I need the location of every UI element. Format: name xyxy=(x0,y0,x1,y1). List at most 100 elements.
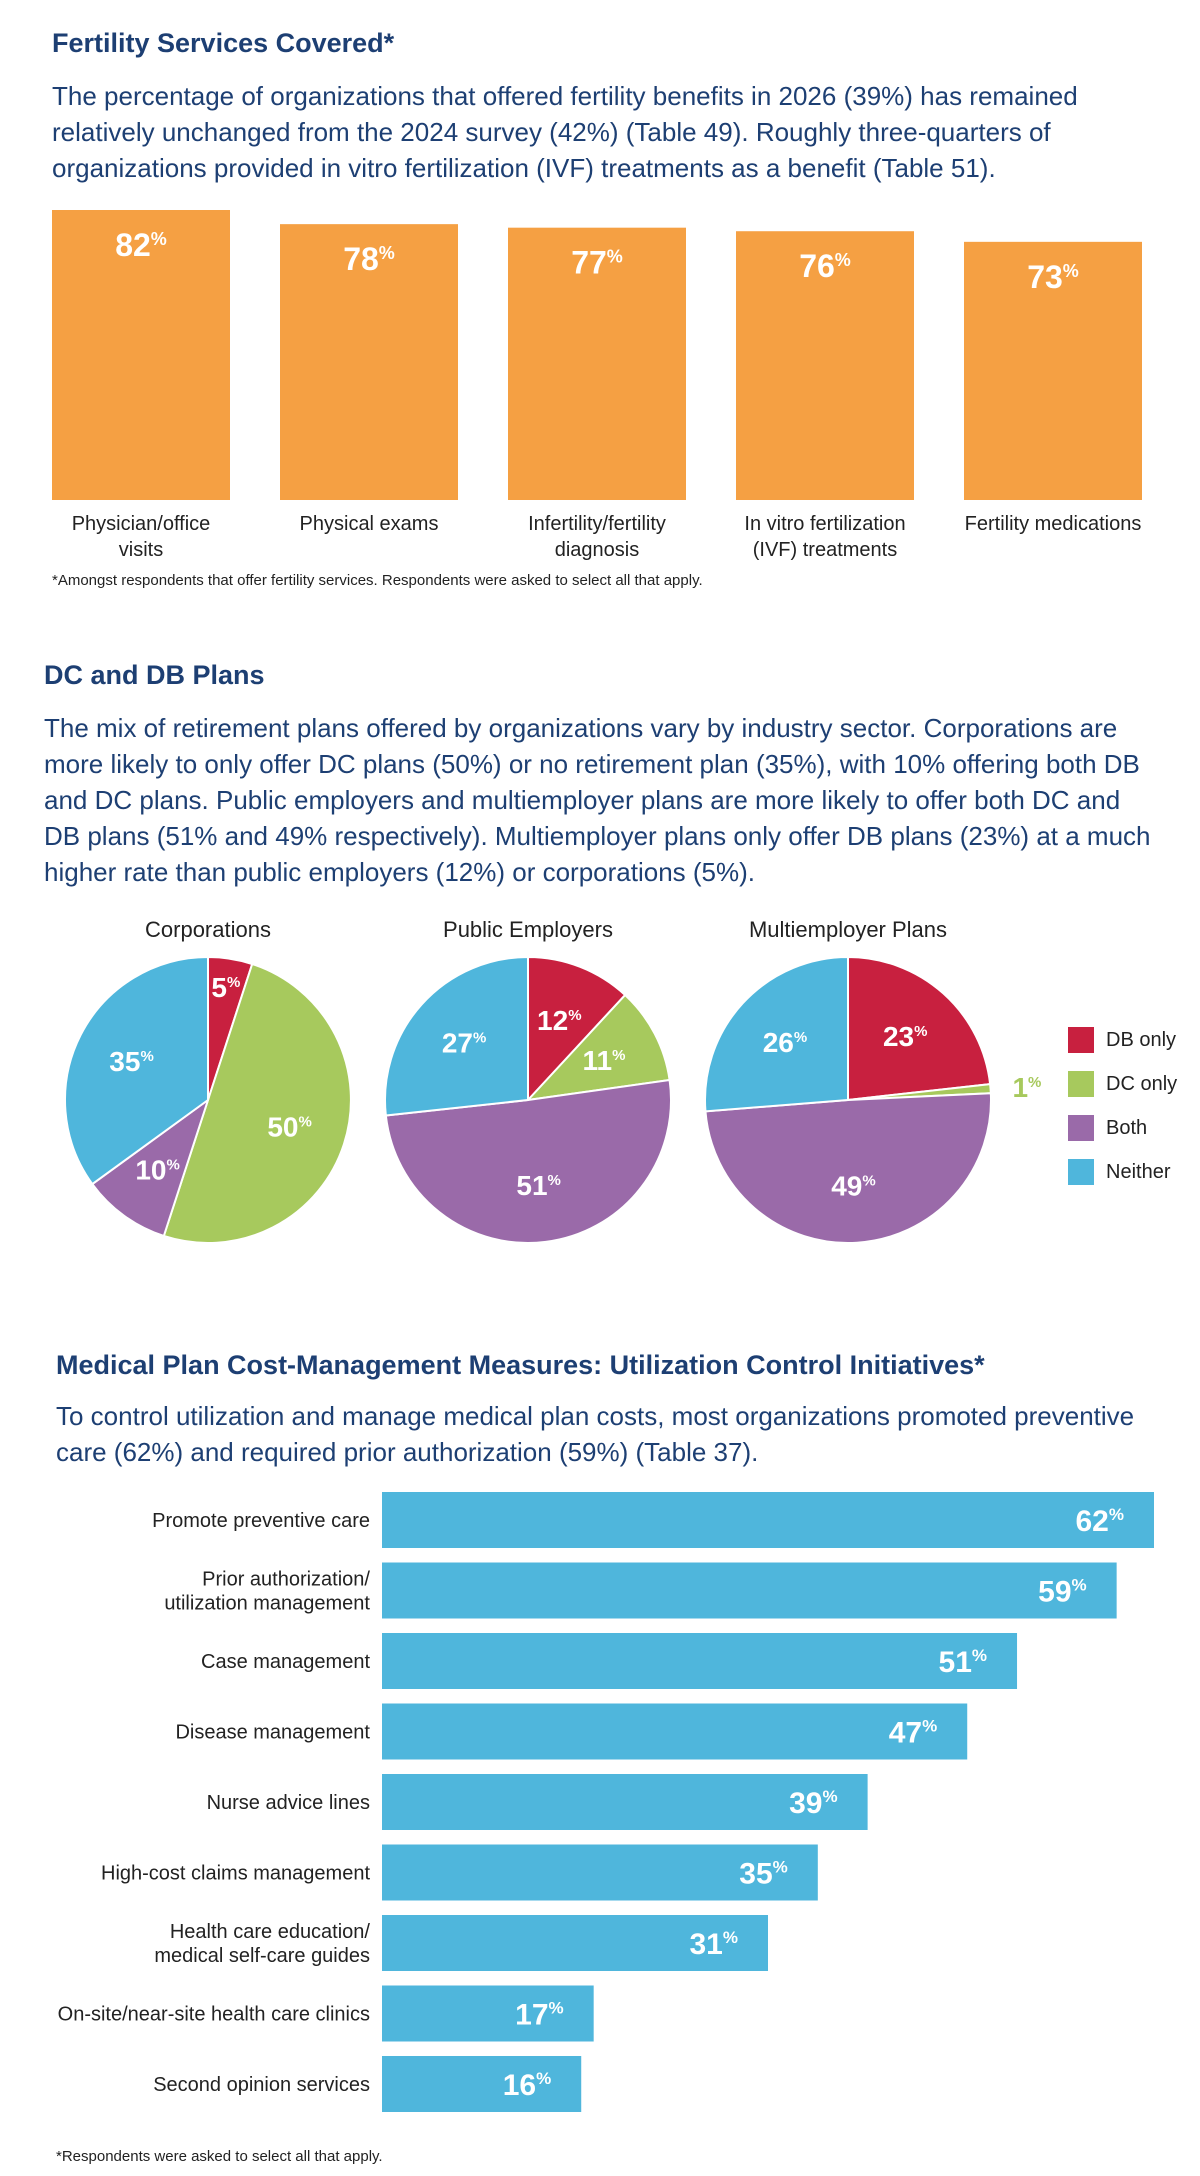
pie-slice xyxy=(847,955,992,1102)
slice-label: 1% xyxy=(1012,1072,1041,1103)
db-only-swatch xyxy=(1068,1027,1094,1053)
data-label: 76% xyxy=(799,248,851,284)
data-label: 35% xyxy=(739,1858,788,1891)
category-label: medical self-care guides xyxy=(154,1945,370,1967)
data-label: 31% xyxy=(690,1928,739,1961)
fertility-intro: The percentage of organizations that off… xyxy=(52,78,1078,186)
medical-section: Medical Plan Cost-Management Measures: U… xyxy=(0,1330,1200,2176)
data-label: 82% xyxy=(115,227,167,263)
category-label: Infertility/fertility xyxy=(528,513,666,535)
fertility-bar-chart: 82% Physician/office visits 78% Physical exa… xyxy=(52,210,1142,561)
dcdb-title: DC and DB Plans xyxy=(44,660,265,690)
slice-label: 26% xyxy=(763,1027,808,1058)
data-label: 51% xyxy=(939,1646,988,1679)
both-swatch xyxy=(1068,1115,1094,1141)
legend-item-db-only: DB only xyxy=(1068,1025,1176,1055)
category-label: Promote preventive care xyxy=(152,1510,370,1532)
bar xyxy=(508,227,686,500)
data-label: 78% xyxy=(343,241,395,277)
data-label: 73% xyxy=(1027,259,1079,295)
intro-line: and DC plans. Public employers and multi… xyxy=(44,785,1121,815)
dcdb-intro: The mix of retirement plans offered by o… xyxy=(44,710,1151,890)
category-label: Physical exams xyxy=(300,513,439,535)
legend-label: Neither xyxy=(1106,1160,1171,1183)
legend-item-neither: Neither xyxy=(1068,1157,1170,1187)
retirement-pie-charts: Corporations 5% 50% 10% 35% Public Employers 1… xyxy=(64,917,1041,1245)
pie-slice xyxy=(90,1097,210,1238)
fertility-footnote: *Amongst respondents that offer fertilit… xyxy=(52,572,703,589)
category-label: Case management xyxy=(201,1651,370,1673)
category-label: Physician/office xyxy=(72,513,211,535)
intro-line: To control utilization and manage medica… xyxy=(56,1401,1135,1431)
category-label: visits xyxy=(119,539,163,561)
legend-item-both: Both xyxy=(1068,1113,1147,1143)
dc-only-swatch xyxy=(1068,1071,1094,1097)
dcdb-section: DC and DB Plans The mix of retirement pl… xyxy=(0,640,1200,1320)
bar xyxy=(382,2056,582,2112)
utilization-bar-chart: 62% Promote preventive care 59% Prior autho… xyxy=(58,1492,1154,2112)
neither-swatch xyxy=(1068,1159,1094,1185)
pie-slice xyxy=(704,1092,992,1244)
category-label: diagnosis xyxy=(555,539,640,561)
intro-line: more likely to only offer DC plans (50%)… xyxy=(44,749,1140,779)
data-label: 39% xyxy=(789,1787,838,1820)
slice-label: 35% xyxy=(109,1046,154,1077)
intro-line: care (62%) and required prior authorizat… xyxy=(56,1437,759,1467)
slice-label: 50% xyxy=(267,1112,312,1143)
medical-footnote: *Respondents were asked to select all th… xyxy=(56,2148,383,2165)
category-label: utilization management xyxy=(164,1593,370,1615)
pie-title: Public Employers xyxy=(443,917,613,942)
category-label: Prior authorization/ xyxy=(202,1569,370,1591)
bar xyxy=(382,1985,594,2042)
slice-label: 12% xyxy=(537,1005,582,1036)
category-label: On-site/near-site health care clinics xyxy=(58,2004,370,2026)
pie-slice xyxy=(527,955,627,1103)
category-label: Health care education/ xyxy=(170,1921,371,1943)
pie-title: Corporations xyxy=(145,917,271,942)
bar xyxy=(52,210,230,500)
slice-label: 11% xyxy=(583,1045,626,1076)
pie-title: Multiemployer Plans xyxy=(749,917,947,942)
fertility-section: Fertility Services Covered* The percenta… xyxy=(0,0,1200,620)
intro-line: relatively unchanged from the 2024 surve… xyxy=(52,117,1051,147)
category-label: Disease management xyxy=(175,1722,370,1744)
legend-label: DB only xyxy=(1106,1028,1177,1051)
fertility-title: Fertility Services Covered* xyxy=(52,28,395,58)
legend-item-dc-only: DC only xyxy=(1068,1069,1177,1099)
category-label: Fertility medications xyxy=(965,513,1142,535)
pie-slice xyxy=(384,955,529,1117)
bar xyxy=(382,1915,768,1971)
slice-label: 27% xyxy=(442,1028,487,1059)
intro-line: The percentage of organizations that off… xyxy=(52,81,1078,111)
data-label: 77% xyxy=(571,245,623,281)
bar xyxy=(964,241,1142,500)
medical-intro: To control utilization and manage medica… xyxy=(56,1398,1134,1470)
bar xyxy=(382,1774,868,1830)
category-label: Nurse advice lines xyxy=(207,1792,370,1814)
data-label: 16% xyxy=(503,2069,552,2102)
bar xyxy=(382,1562,1117,1619)
slice-label: 23% xyxy=(883,1021,928,1052)
data-label: 59% xyxy=(1038,1576,1087,1609)
pie-slice xyxy=(704,955,849,1113)
category-label: High-cost claims management xyxy=(101,1863,370,1885)
legend-label: DC only xyxy=(1106,1072,1178,1095)
category-label: Second opinion services xyxy=(153,2074,370,2096)
bar xyxy=(736,231,914,500)
pie-slice xyxy=(162,962,352,1244)
bar xyxy=(382,1633,1018,1689)
pie-slice xyxy=(384,1078,673,1245)
category-label: In vitro fertilization xyxy=(744,513,905,535)
bar xyxy=(382,1703,968,1760)
pie-slice xyxy=(64,955,209,1186)
pie-slice xyxy=(525,993,671,1102)
slice-label: 51% xyxy=(516,1170,561,1201)
data-label: 62% xyxy=(1076,1505,1125,1538)
intro-line: DB plans (51% and 49% respectively). Mul… xyxy=(44,821,1151,851)
pie-legend: DB only DC only Both Neither xyxy=(1068,1025,1198,1185)
bar xyxy=(382,1492,1154,1548)
data-label: 47% xyxy=(889,1717,938,1750)
bar xyxy=(382,1844,818,1901)
category-label: (IVF) treatments xyxy=(753,539,897,561)
slice-label: 5% xyxy=(211,972,240,1003)
